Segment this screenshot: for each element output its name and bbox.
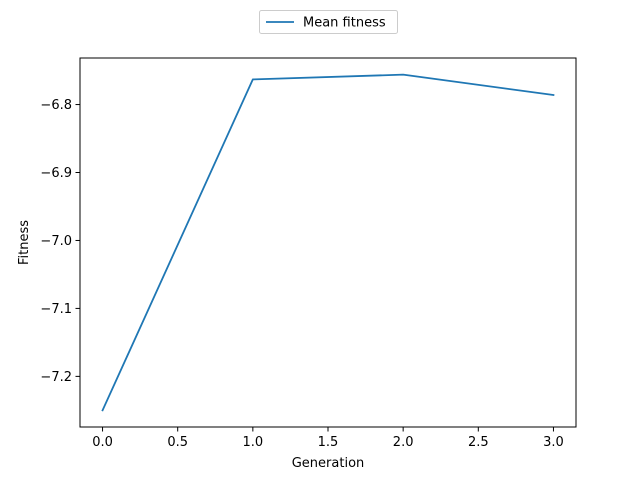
x-tick-label: 1.5 [318, 435, 339, 450]
plot-area: 0.0 0.5 1.0 1.5 2.0 2.5 3.0 −7.2 −7.1 −7.0 −6.9 −6… [40, 57, 577, 450]
series-layer [101, 73, 555, 412]
y-axis-ticks: −7.2 −7.1 −7.0 −6.9 −6.8 [40, 98, 80, 385]
x-tick-label: 2.0 [393, 435, 414, 450]
x-axis-ticks: 0.0 0.5 1.0 1.5 2.0 2.5 3.0 [92, 427, 564, 450]
y-axis-label: Fitness [17, 220, 32, 265]
x-tick-label: 0.5 [167, 435, 188, 450]
y-tick-label: −7.0 [40, 234, 72, 249]
x-axis-label: Generation [292, 456, 365, 471]
y-tick-label: −7.1 [40, 302, 72, 317]
legend: Mean fitness [259, 10, 398, 34]
y-tick-label: −6.8 [40, 98, 72, 113]
legend-label-mean-fitness: Mean fitness [303, 16, 386, 31]
y-tick-label: −6.9 [40, 166, 72, 181]
x-tick-label: 3.0 [543, 435, 564, 450]
x-tick-label: 2.5 [468, 435, 489, 450]
plot-frame [79, 57, 577, 428]
x-tick-label: 0.0 [92, 435, 113, 450]
x-tick-label: 1.0 [243, 435, 264, 450]
legend-box [259, 10, 398, 34]
series-line-mean-fitness [101, 73, 555, 412]
y-tick-label: −7.2 [40, 370, 72, 385]
